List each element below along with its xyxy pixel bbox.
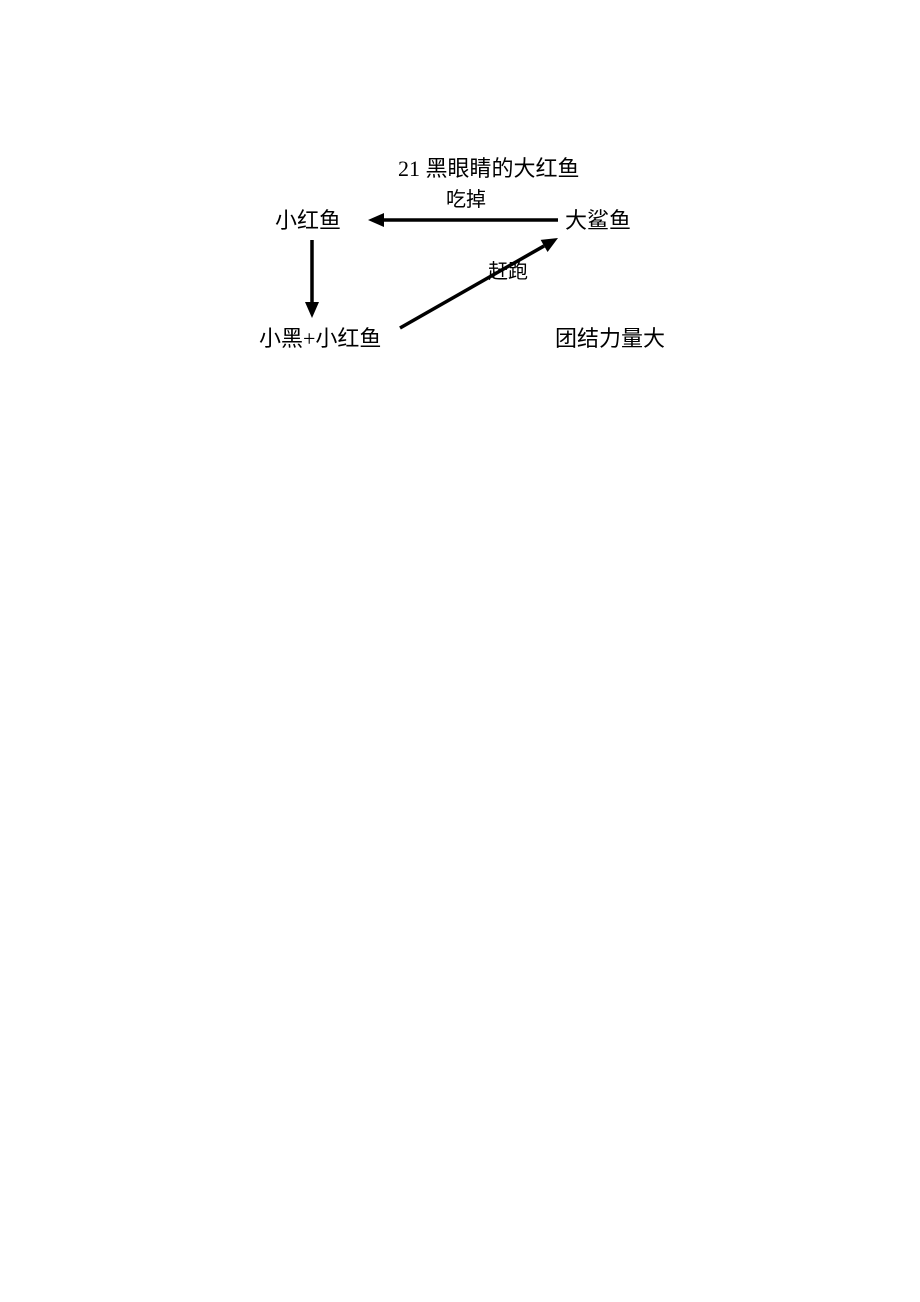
node-unity-strength: 团结力量大 <box>555 328 665 350</box>
node-small-red-fish: 小红鱼 <box>275 210 341 232</box>
diagram-title: 21 黑眼睛的大红鱼 <box>398 158 580 180</box>
node-xiaohei-plus-red-fish: 小黑+小红鱼 <box>259 328 381 350</box>
edge-label-eat: 吃掉 <box>446 190 486 210</box>
node-big-shark: 大鲨鱼 <box>565 210 631 232</box>
edge-label-chase: 赶跑 <box>488 262 528 282</box>
diagram-canvas: 21 黑眼睛的大红鱼 小红鱼 大鲨鱼 小黑+小红鱼 团结力量大 吃掉 赶跑 <box>0 0 920 1302</box>
